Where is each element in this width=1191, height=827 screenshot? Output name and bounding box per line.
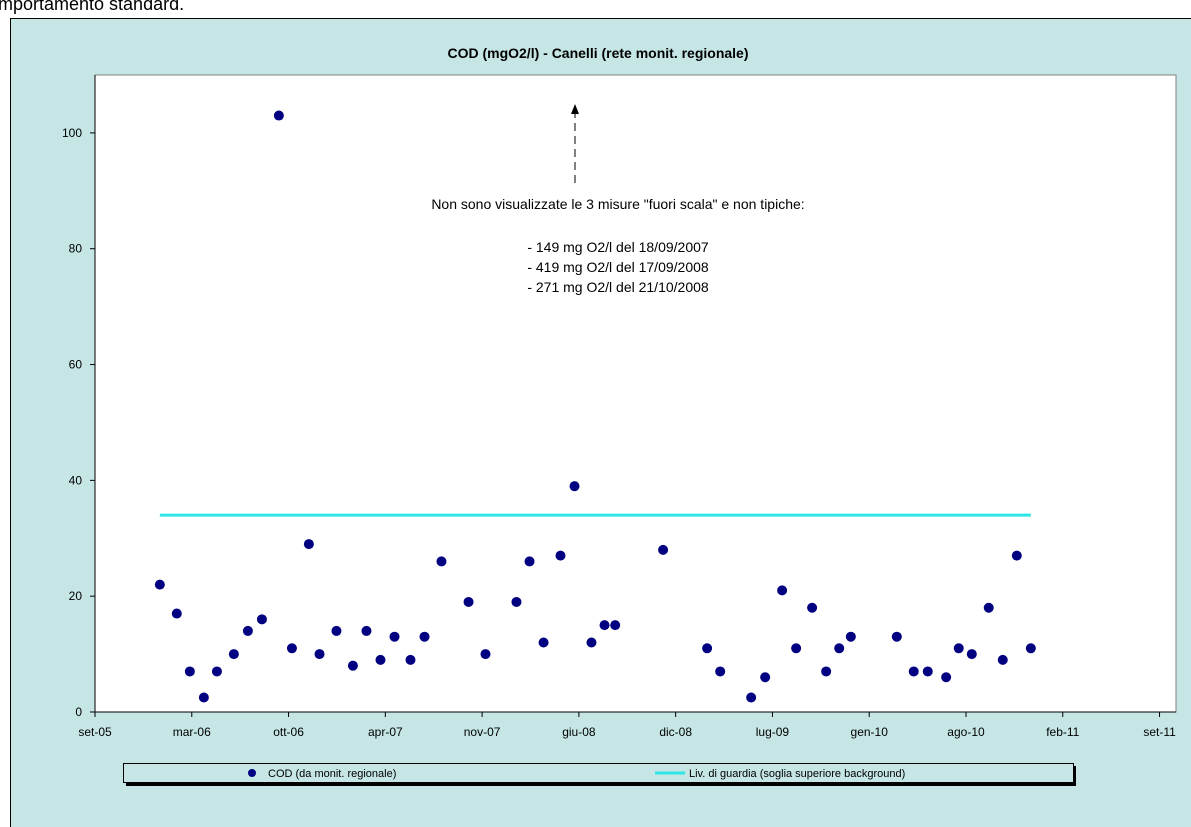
plot-area [94,74,1177,713]
point [211,666,222,677]
point [941,672,952,683]
point [242,625,253,636]
annotation: - 271 mg O2/l del 21/10/2008 [527,279,709,295]
x-tick-label: apr-07 [368,725,403,739]
point [273,110,284,121]
point [821,666,832,677]
point [953,643,964,654]
point [389,631,400,642]
point [154,579,165,590]
point [361,625,372,636]
point [1025,643,1036,654]
x-tick-label: set-11 [1143,725,1176,739]
point [555,550,566,561]
x-tick-label: set-05 [78,725,112,739]
x-tick-label: dic-08 [659,725,692,739]
point [375,654,386,665]
point [171,608,182,619]
point [966,649,977,660]
x-tick-label: feb-11 [1046,725,1079,739]
y-tick-label: 60 [69,358,83,372]
point [198,692,209,703]
point [524,556,535,567]
point [405,654,416,665]
point [599,620,610,631]
y-tick-label: 100 [62,126,82,140]
point [1011,550,1022,561]
point [891,631,902,642]
point [702,643,713,654]
point [184,666,195,677]
arrow-head [571,104,579,114]
x-tick-label: nov-07 [464,725,501,739]
point [569,481,580,492]
point [436,556,447,567]
legend [123,763,1074,783]
annotation: Non sono visualizzate le 3 misure "fuori… [431,196,804,212]
point [286,643,297,654]
x-tick-label: ott-06 [273,725,304,739]
point [807,602,818,613]
y-tick-label: 0 [75,705,82,719]
y-tick-label: 20 [69,589,83,603]
annotation: - 419 mg O2/l del 17/09/2008 [527,259,709,275]
point [845,631,856,642]
page-text: mportamento standard. [0,0,184,14]
point [303,539,314,550]
x-tick-label: ago-10 [947,725,985,739]
point [922,666,933,677]
point [791,643,802,654]
chart-title: COD (mgO2/l) - Canelli (rete monit. regi… [447,45,748,61]
x-tick-label: lug-09 [756,725,790,739]
y-tick-label: 80 [69,242,83,256]
point [997,654,1008,665]
x-tick-label: mar-06 [173,725,211,739]
point [480,649,491,660]
point [538,637,549,648]
point [331,625,342,636]
point [228,649,239,660]
point [746,692,757,703]
point [511,596,522,607]
point [347,660,358,671]
annotation: - 149 mg O2/l del 18/09/2007 [527,239,709,255]
point [256,614,267,625]
point [760,672,771,683]
point [314,649,325,660]
legend-label: COD (da monit. regionale) [268,768,396,780]
legend-swatch [248,769,256,777]
point [463,596,474,607]
point [419,631,430,642]
y-tick-label: 40 [69,473,83,487]
legend-label: Liv. di guardia (soglia superiore backgr… [689,768,905,780]
x-tick-label: giu-08 [562,725,596,739]
point [586,637,597,648]
point [777,585,788,596]
point [834,643,845,654]
point [908,666,919,677]
point [715,666,726,677]
point [983,602,994,613]
point [658,544,669,555]
point [610,620,621,631]
x-tick-label: gen-10 [851,725,889,739]
